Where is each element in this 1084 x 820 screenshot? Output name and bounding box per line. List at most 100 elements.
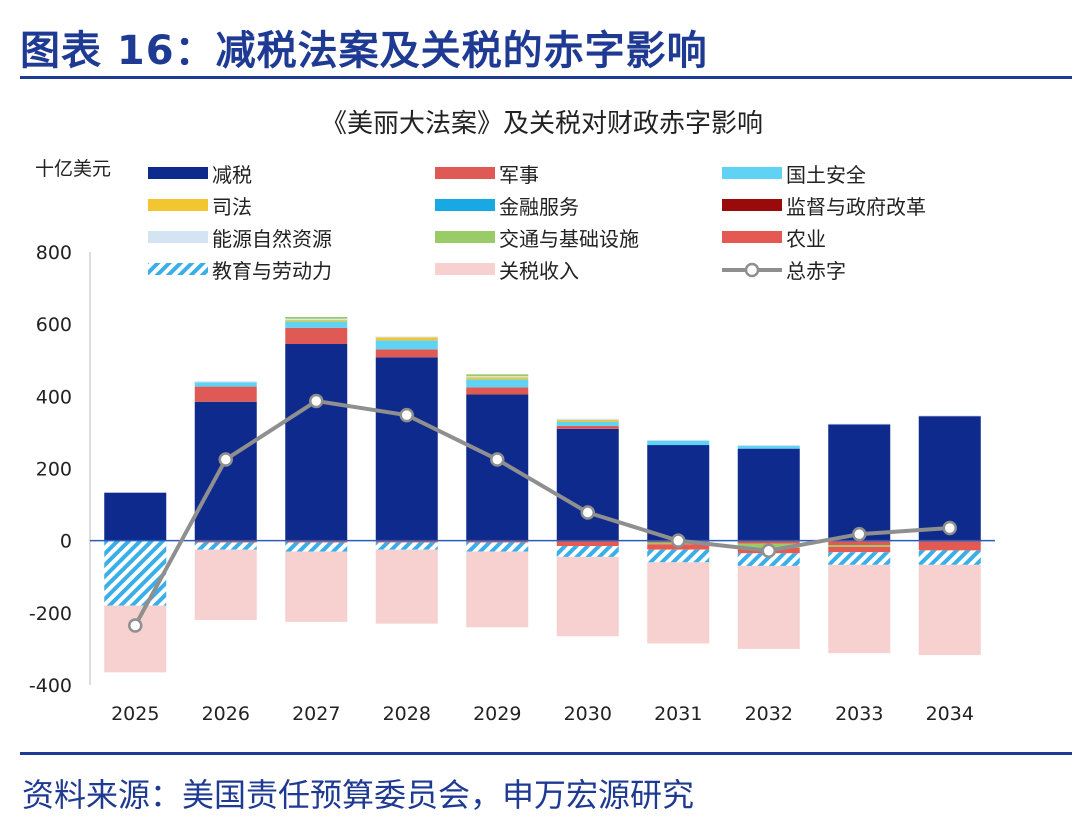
x-tick-label: 2026	[202, 703, 250, 725]
bar-segment	[918, 416, 981, 541]
chart-title: 《美丽大法案》及关税对财政赤字影响	[321, 109, 763, 139]
y-tick-label: 400	[36, 386, 72, 408]
y-tick-label: -200	[29, 603, 72, 625]
bar-segment	[918, 564, 981, 656]
bar-segment	[466, 540, 529, 543]
bar-segment	[647, 562, 710, 644]
bar-segment	[466, 377, 529, 380]
bar-segment	[918, 540, 981, 545]
legend-swatch	[148, 199, 208, 211]
total-deficit-point	[309, 393, 324, 409]
x-tick-label: 2028	[383, 703, 431, 725]
legend-swatch	[435, 199, 495, 211]
bar-segment	[466, 379, 529, 388]
bar-segment	[737, 445, 800, 449]
bar-segment	[194, 549, 257, 621]
bar-segment	[466, 551, 529, 628]
legend-label: 司法	[212, 195, 252, 219]
bar-segment	[104, 540, 167, 606]
bar-segment	[556, 425, 619, 429]
x-tick-label: 2032	[745, 703, 793, 725]
x-tick-label: 2025	[111, 703, 159, 725]
legend-swatch	[435, 167, 495, 179]
x-tick-label: 2030	[564, 703, 612, 725]
bar-segment	[647, 445, 710, 541]
bar-segment	[556, 419, 619, 422]
bar-segment	[104, 605, 167, 673]
bar-segment	[466, 374, 529, 377]
legend-label: 交通与基础设施	[499, 227, 639, 251]
bar-segment	[285, 316, 348, 319]
legend-swatch	[722, 231, 782, 243]
page-title: 图表 16：减税法案及关税的赤字影响	[20, 28, 708, 74]
legend-label: 金融服务	[499, 195, 579, 219]
bar-segment	[285, 327, 348, 345]
bar-segment	[466, 394, 529, 541]
x-tick-label: 2033	[835, 703, 883, 725]
legend-label: 教育与劳动力	[212, 259, 332, 283]
legend-label: 减税	[212, 163, 252, 187]
bar-segment	[375, 549, 438, 624]
bar-segment	[466, 376, 529, 378]
total-deficit-point	[761, 543, 776, 559]
legend-label: 关税收入	[499, 259, 579, 283]
bar-segment	[647, 440, 710, 446]
source-note: 资料来源：美国责任预算委员会，申万宏源研究	[22, 776, 695, 814]
legend-label: 能源自然资源	[212, 227, 332, 251]
total-deficit-point	[942, 520, 957, 536]
bar-segment	[828, 424, 891, 541]
bar-segment	[828, 552, 891, 565]
y-tick-label: 200	[36, 459, 72, 481]
bar-segment	[556, 556, 619, 637]
total-deficit-point	[218, 452, 233, 467]
bar-segment	[737, 553, 800, 566]
legend-swatch	[435, 263, 495, 275]
bar-segment	[556, 418, 619, 420]
title-divider	[20, 76, 1072, 79]
bar-segment	[375, 349, 438, 358]
bar-segment	[194, 401, 257, 541]
legend-swatch	[722, 199, 782, 211]
bar-segment	[375, 357, 438, 541]
footer-divider	[20, 752, 1072, 755]
legend-swatch-marker	[744, 262, 760, 278]
bar-segment	[194, 382, 257, 387]
bar-segment	[556, 428, 619, 541]
x-tick-label: 2029	[473, 703, 521, 725]
bar-segment	[375, 340, 438, 350]
bar-segment	[375, 337, 438, 341]
bar-segment	[285, 551, 348, 622]
bar-segment	[194, 542, 257, 550]
legend-label: 国土安全	[786, 163, 866, 187]
bar-segment	[285, 540, 348, 543]
bar-segment	[828, 546, 891, 553]
y-tick-label: 800	[36, 242, 72, 264]
y-tick-label: 0	[60, 531, 72, 553]
bar-segment	[375, 336, 438, 338]
bar-segment	[285, 321, 348, 328]
total-deficit-point	[580, 505, 595, 520]
bar-segment	[375, 542, 438, 550]
y-tick-label: -400	[29, 675, 72, 697]
bar-segment	[737, 448, 800, 541]
total-deficit-point	[399, 407, 414, 423]
legend-label: 总赤字	[786, 259, 846, 283]
bar-segment	[285, 319, 348, 322]
bar-segment	[194, 540, 257, 543]
bar-segment	[828, 544, 891, 547]
legend-swatch	[148, 231, 208, 243]
x-tick-label: 2031	[654, 703, 702, 725]
total-deficit-point	[852, 526, 867, 542]
legend-label: 军事	[499, 163, 539, 187]
legend-swatch	[435, 231, 495, 243]
legend-swatch	[148, 263, 208, 275]
total-deficit-point	[671, 533, 686, 548]
legend-swatch	[722, 167, 782, 179]
bar-segment	[737, 445, 800, 446]
bar-segment	[466, 387, 529, 395]
bar-segment	[647, 439, 710, 441]
bar-segment	[828, 423, 891, 425]
bar-segment	[918, 550, 981, 565]
total-deficit-line	[133, 399, 950, 627]
